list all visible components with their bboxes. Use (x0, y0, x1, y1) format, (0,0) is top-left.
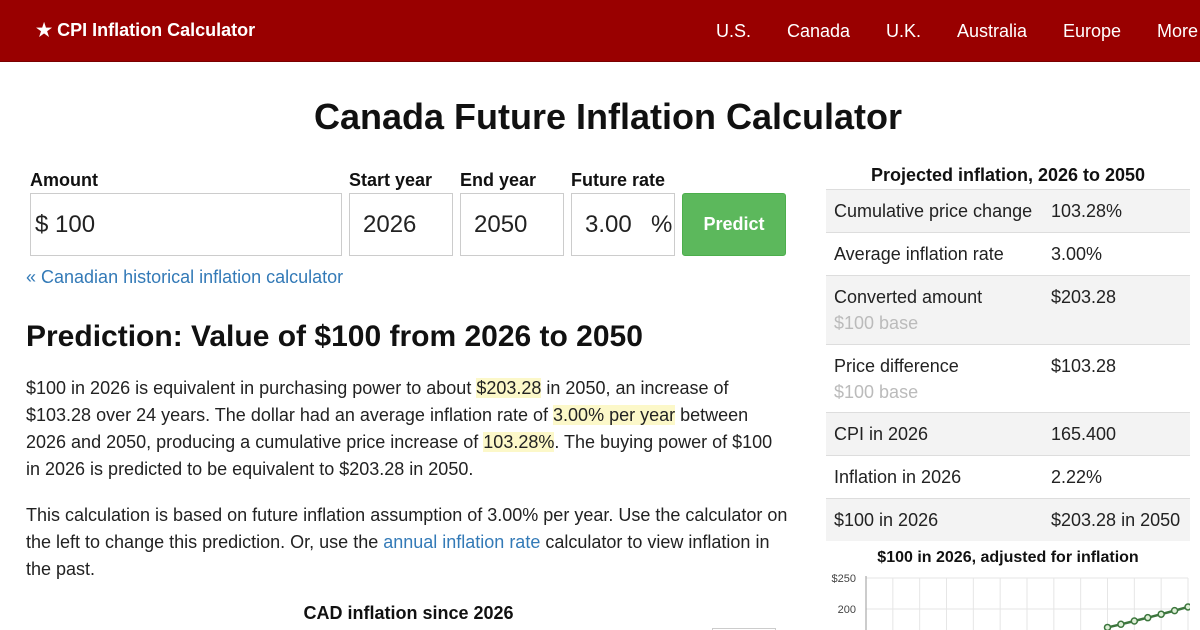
nav-link-more[interactable]: More (1157, 21, 1199, 41)
projection-table: Cumulative price change 103.28% Average … (826, 189, 1190, 541)
highlight-average-rate: 3.00% per year (553, 405, 676, 425)
row-key: Price difference (834, 356, 959, 376)
row-key: $100 in 2026 (834, 510, 939, 530)
para-text: . The buying power of $100 in 2026 is pr… (26, 432, 773, 479)
row-value: 2.22% (1051, 467, 1103, 487)
table-row: Converted amount $203.28 $100 base (826, 275, 1190, 344)
data-point (1117, 620, 1125, 629)
amount-value: 100 (55, 211, 96, 238)
start-year-value: 2026 (363, 211, 417, 238)
end-year-value: 2050 (474, 211, 528, 238)
amount-label: Amount (30, 170, 98, 190)
para-text: in 2050, an increase of $103.28 over 24 … (26, 378, 729, 425)
predict-button[interactable]: Predict (682, 193, 786, 256)
prediction-paragraph: $100 in 2026 is equivalent in purchasing… (26, 375, 791, 483)
row-key: Average inflation rate (834, 244, 1004, 264)
chart-control-stub[interactable] (712, 628, 776, 630)
data-point (1130, 617, 1139, 625)
table-row: $100 in 2026 $203.28 in 2050 (826, 498, 1190, 541)
future-rate-label: Future rate (571, 170, 666, 190)
future-rate-input[interactable]: 3.00 % (571, 193, 675, 256)
table-row: Price difference $103.28 $100 base (826, 344, 1190, 412)
row-subtext: $100 base (834, 382, 919, 402)
end-year-label: End year (460, 170, 537, 190)
table-row: Inflation in 2026 2.22% (826, 455, 1190, 498)
assumption-paragraph: This calculation is based on future infl… (26, 502, 791, 583)
table-row: CPI in 2026 165.400 (826, 412, 1190, 455)
sidebar-title: Projected inflation, 2026 to 2050 (870, 165, 1146, 185)
prediction-heading: Prediction: Value of $100 from 2026 to 2… (26, 320, 643, 353)
annual-inflation-rate-link[interactable]: annual inflation rate (383, 532, 541, 552)
start-year-label: Start year (349, 170, 433, 190)
row-value: $103.28 (1051, 356, 1117, 376)
row-key: Cumulative price change (834, 201, 1033, 221)
nav-link-europe[interactable]: Europe (1063, 21, 1122, 41)
data-point (1103, 623, 1112, 630)
amount-input[interactable]: $ 100 (30, 193, 342, 256)
data-point (1157, 610, 1165, 618)
future-rate-value: 3.00 (585, 211, 632, 238)
row-value: 103.28% (1051, 201, 1123, 221)
row-value: $203.28 in 2050 (1051, 510, 1181, 530)
nav-link-australia[interactable]: Australia (957, 21, 1028, 41)
data-point (1144, 613, 1152, 622)
currency-symbol: $ (35, 211, 49, 238)
table-row: Average inflation rate 3.00% (826, 232, 1190, 275)
mini-chart-title: $100 in 2026, adjusted for inflation (877, 549, 1139, 566)
row-value: 3.00% (1051, 244, 1103, 264)
data-point (1184, 603, 1190, 611)
row-key: Converted amount (834, 287, 983, 307)
data-point (1170, 606, 1179, 615)
para-text: calculator to view inflation in the past… (26, 532, 770, 579)
row-value: 165.400 (1051, 424, 1117, 444)
row-key: CPI in 2026 (834, 424, 929, 444)
para-text: between 2026 and 2050, producing a cumul… (26, 405, 749, 452)
highlight-cumulative-change: 103.28% (483, 432, 555, 452)
para-text: $100 in 2026 is equivalent in purchasing… (26, 378, 477, 398)
navbar: ★ CPI Inflation Calculator U.S. Canada U… (0, 0, 1200, 62)
cad-inflation-chart-title: CAD inflation since 2026 (303, 603, 514, 623)
percent-symbol: % (651, 211, 673, 238)
adjusted-value-chart: $250 200 (832, 573, 1190, 630)
row-subtext: $100 base (834, 313, 919, 333)
table-row: Cumulative price change 103.28% (826, 189, 1190, 232)
y-tick-label: $250 (832, 573, 856, 585)
row-value: $203.28 (1051, 287, 1117, 307)
brand-link[interactable]: ★ CPI Inflation Calculator (36, 20, 256, 40)
start-year-input[interactable]: 2026 (349, 193, 453, 256)
row-key: Inflation in 2026 (834, 467, 962, 487)
highlight-converted-amount: $203.28 (476, 378, 542, 398)
nav-link-canada[interactable]: Canada (787, 21, 851, 41)
end-year-input[interactable]: 2050 (460, 193, 564, 256)
page-title: Canada Future Inflation Calculator (313, 96, 903, 137)
y-tick-label: 200 (838, 604, 856, 616)
nav-link-uk[interactable]: U.K. (886, 21, 922, 41)
historical-calculator-link[interactable]: « Canadian historical inflation calculat… (26, 267, 344, 287)
nav-link-us[interactable]: U.S. (716, 21, 752, 41)
para-text: This calculation is based on future infl… (26, 505, 788, 552)
